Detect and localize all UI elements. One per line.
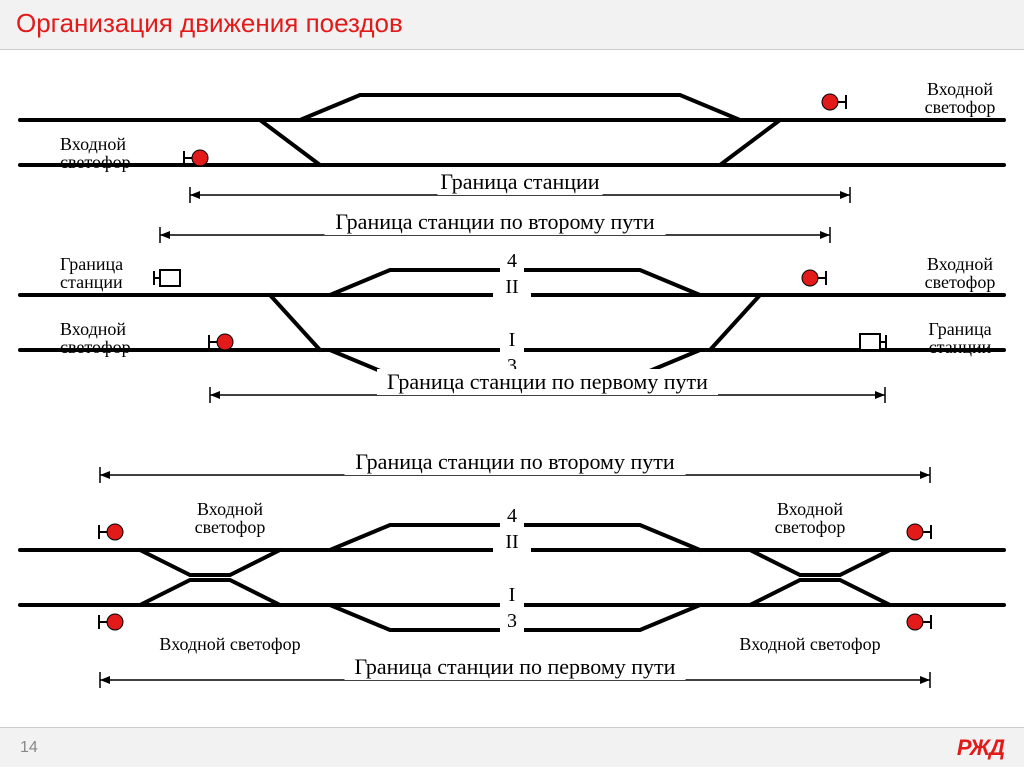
svg-text:II: II <box>505 531 518 553</box>
svg-text:Граница станции по первому пут: Граница станции по первому пути <box>355 654 676 679</box>
svg-text:Граница станции: Граница станции <box>440 169 599 194</box>
svg-text:4: 4 <box>507 250 517 272</box>
svg-text:Границастанции: Границастанции <box>60 254 123 292</box>
svg-text:Входнойсветофор: Входнойсветофор <box>925 79 996 117</box>
svg-text:Граница станции по второму пут: Граница станции по второму пути <box>335 209 655 234</box>
svg-text:Входнойсветофор: Входнойсветофор <box>195 499 266 537</box>
page-number: 14 <box>20 739 38 757</box>
svg-text:Входнойсветофор: Входнойсветофор <box>775 499 846 537</box>
svg-text:Входной светофор: Входной светофор <box>739 634 880 654</box>
svg-text:4: 4 <box>507 505 517 527</box>
svg-text:Входнойсветофор: Входнойсветофор <box>925 254 996 292</box>
railway-diagram-svg: Входнойсветофор Входнойсветофор Граница ст… <box>0 50 1024 727</box>
svg-text:Граница станции по первому пут: Граница станции по первому пути <box>387 369 708 394</box>
svg-text:II: II <box>505 276 518 298</box>
svg-text:Входнойсветофор: Входнойсветофор <box>60 134 131 172</box>
page-title: Организация движения поездов <box>16 8 1008 39</box>
header: Организация движения поездов <box>0 0 1024 50</box>
svg-text:I: I <box>509 329 516 351</box>
svg-text:Граница станции по второму пут: Граница станции по второму пути <box>355 449 675 474</box>
svg-text:Границастанции: Границастанции <box>928 319 991 357</box>
footer: 14 РЖД <box>0 727 1024 767</box>
diagram-area: Входнойсветофор Входнойсветофор Граница ст… <box>0 50 1024 727</box>
svg-text:I: I <box>509 584 516 606</box>
rzd-logo: РЖД <box>957 735 1004 761</box>
svg-text:3: 3 <box>507 610 517 632</box>
svg-text:Входной светофор: Входной светофор <box>159 634 300 654</box>
svg-text:Входнойсветофор: Входнойсветофор <box>60 319 131 357</box>
